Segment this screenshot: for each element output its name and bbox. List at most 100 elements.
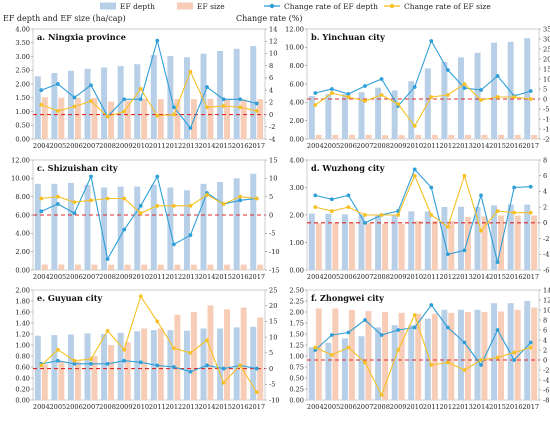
right-tick-label: 35: [543, 25, 550, 33]
right-tick-label: -10: [269, 396, 280, 404]
bar-ef-depth: [67, 182, 74, 270]
point-change-rate-depth: [238, 97, 243, 102]
left-tick-label: 0.40: [15, 374, 30, 382]
right-tick-label: 25: [543, 45, 550, 53]
bar-ef-depth: [217, 182, 224, 270]
x-tick-label: 2010: [406, 273, 423, 281]
left-tick-label: 6.00: [289, 80, 304, 88]
x-tick-label: 2015: [489, 403, 506, 411]
bar-ef-depth: [358, 92, 365, 139]
point-change-rate-depth: [528, 89, 533, 93]
bar-ef-size: [190, 264, 197, 270]
chart-panel-5: 0.00 0.20 0.40 0.60 0.80 1.00 1.20 1.40 1.60 1.80…: [15, 286, 279, 411]
right-tick-label: 5: [269, 193, 273, 201]
bar-ef-depth: [183, 57, 190, 140]
x-tick-label: 2014: [473, 142, 490, 150]
point-change-rate-depth: [462, 340, 467, 345]
point-change-rate-size: [171, 346, 176, 351]
point-change-rate-size: [379, 93, 384, 97]
right-tick-label: -10: [269, 248, 280, 256]
bar-ef-depth: [457, 309, 464, 400]
bar-ef-depth: [507, 41, 514, 140]
point-change-rate-depth: [171, 105, 176, 110]
bar-ef-size: [124, 342, 131, 400]
bar-ef-depth: [507, 303, 514, 400]
left-tick-label: 1.40: [15, 319, 30, 327]
bar-ef-size: [41, 264, 48, 270]
bar-ef-depth: [441, 309, 448, 400]
bar-ef-depth: [250, 46, 257, 139]
line-change-rate-size: [315, 313, 531, 397]
x-tick-label: 2013: [182, 403, 199, 411]
bar-ef-size: [157, 264, 164, 270]
point-change-rate-size: [479, 358, 483, 362]
bar-ef-depth: [150, 184, 157, 270]
bar-ef-size: [108, 345, 115, 400]
bar-ef-size: [464, 134, 471, 139]
point-change-rate-size: [39, 196, 44, 201]
point-change-rate-depth: [138, 97, 143, 102]
point-change-rate-depth: [429, 185, 434, 190]
point-change-rate-size: [55, 108, 60, 113]
left-tick-label: 2.00: [15, 248, 30, 256]
right-tick-label: -15: [543, 125, 550, 133]
bar-ef-size: [315, 134, 322, 139]
point-change-rate-depth: [221, 366, 226, 371]
point-change-rate-depth: [72, 211, 77, 216]
x-tick-label: 2017: [522, 273, 539, 281]
bar-ef-depth: [200, 328, 207, 400]
x-tick-label: 2012: [439, 142, 456, 150]
left-tick-label: 2.00: [15, 286, 30, 294]
chart-panel-3: 0.00 2.00 4.00 6.00 8.00 10.00 12.00 -15 -10 -5 0 5…: [11, 156, 280, 281]
left-tick-label: 0.20: [15, 385, 30, 393]
point-change-rate-depth: [412, 167, 417, 172]
bar-ef-depth: [84, 333, 91, 400]
point-change-rate-size: [55, 347, 60, 352]
x-tick-label: 2009: [390, 273, 407, 281]
left-tick-label: 10.00: [11, 175, 30, 183]
point-change-rate-size: [479, 228, 483, 233]
left-tick-label: 0.00: [15, 396, 30, 404]
point-change-rate-depth: [188, 233, 193, 238]
point-change-rate-size: [512, 210, 517, 215]
bar-ef-size: [174, 99, 181, 139]
right-tick-label: 12: [543, 296, 550, 304]
left-tick-label: 0.00: [15, 135, 30, 143]
x-tick-label: 2016: [232, 273, 249, 281]
left-tick-label: 2.00: [289, 211, 304, 219]
line-change-rate-depth: [315, 39, 531, 107]
point-change-rate-size: [429, 213, 434, 217]
bar-ef-size: [348, 309, 355, 400]
point-change-rate-size: [155, 113, 160, 118]
point-change-rate-depth: [346, 193, 351, 198]
x-tick-label: 2005: [49, 273, 66, 281]
x-tick-label: 2017: [248, 142, 265, 150]
left-axis-label: EF depth and EF size (ha/cap): [3, 14, 126, 23]
bar-ef-depth: [217, 328, 224, 400]
point-change-rate-depth: [363, 318, 367, 322]
point-change-rate-size: [55, 194, 60, 199]
point-change-rate-size: [105, 328, 110, 333]
left-tick-label: 4.00: [289, 156, 304, 164]
x-tick-label: 2009: [116, 273, 133, 281]
bar-ef-depth: [325, 94, 332, 139]
x-tick-label: 2010: [132, 273, 149, 281]
right-tick-label: -10: [543, 115, 550, 123]
bar-ef-size: [240, 99, 247, 139]
bar-ef-depth: [341, 214, 348, 270]
point-change-rate-size: [495, 209, 500, 213]
bar-ef-size: [108, 264, 115, 270]
bar-ef-depth: [474, 309, 481, 400]
x-tick-label: 2015: [215, 273, 232, 281]
point-change-rate-depth: [479, 193, 483, 198]
bar-ef-size: [41, 97, 48, 139]
right-tick-label: 4: [269, 86, 273, 94]
right-tick-label: -4: [543, 376, 549, 384]
point-change-rate-depth: [122, 358, 127, 363]
bar-ef-depth: [391, 325, 398, 400]
x-tick-label: 2007: [357, 142, 374, 150]
x-tick-label: 2009: [116, 142, 133, 150]
bar-ef-depth: [134, 64, 141, 139]
point-change-rate-depth: [122, 97, 127, 102]
x-tick-label: 2005: [323, 403, 340, 411]
